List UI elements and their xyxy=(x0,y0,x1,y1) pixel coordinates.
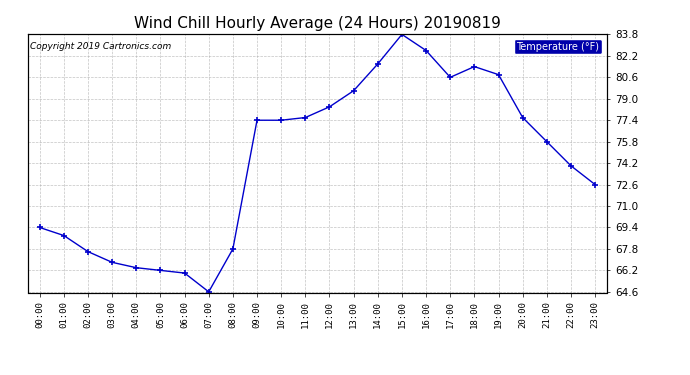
Legend: Temperature (°F): Temperature (°F) xyxy=(513,39,602,54)
Text: Copyright 2019 Cartronics.com: Copyright 2019 Cartronics.com xyxy=(30,42,172,51)
Title: Wind Chill Hourly Average (24 Hours) 20190819: Wind Chill Hourly Average (24 Hours) 201… xyxy=(134,16,501,31)
